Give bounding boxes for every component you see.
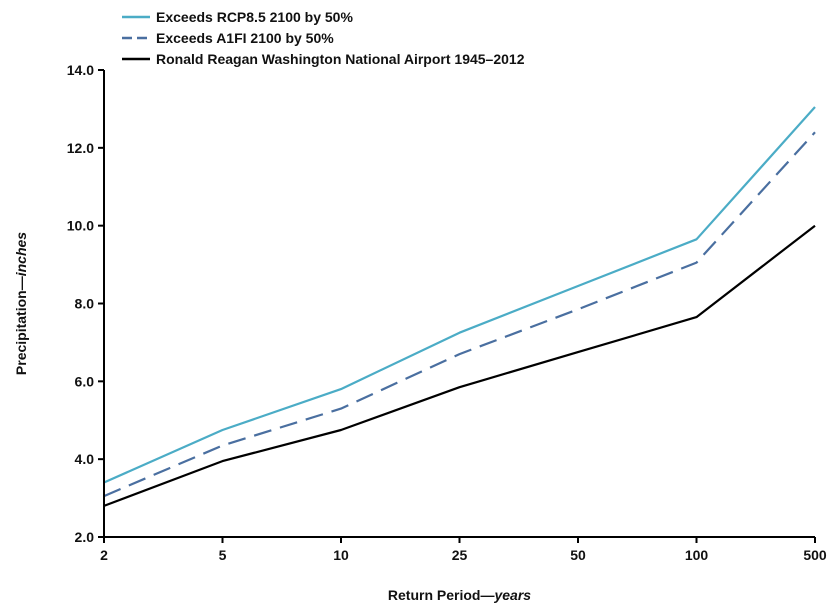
x-tick-label: 50 <box>570 547 586 563</box>
x-tick-label: 25 <box>452 547 468 563</box>
x-tick-label: 500 <box>803 547 827 563</box>
legend-label-1: Exceeds RCP8.5 2100 by 50% <box>156 9 353 25</box>
legend-label-2: Exceeds A1FI 2100 by 50% <box>156 30 334 46</box>
x-tick-label: 10 <box>333 547 349 563</box>
y-tick-label: 6.0 <box>75 373 95 389</box>
series-line-2 <box>103 131 816 498</box>
x-axis-title-unit: years <box>493 587 531 603</box>
axis-titles: Return Period—years Precipitation—inches <box>13 232 531 603</box>
y-tick-label: 8.0 <box>75 296 95 312</box>
x-axis-title-main: Return Period— <box>388 587 495 603</box>
chart-series <box>103 106 816 507</box>
y-tick-label: 4.0 <box>75 451 95 467</box>
chart-legend: Exceeds RCP8.5 2100 by 50% Exceeds A1FI 2… <box>122 9 525 67</box>
y-tick-label: 12.0 <box>67 140 94 156</box>
x-tick-label: 100 <box>685 547 709 563</box>
y-axis-title-main: Precipitation— <box>13 276 29 375</box>
legend-label-3: Ronald Reagan Washington National Airpor… <box>156 51 525 67</box>
x-tick-label: 2 <box>100 547 108 563</box>
y-axis-title-unit: inches <box>13 232 29 277</box>
series-line-3 <box>103 224 816 507</box>
chart-axes: 2.04.06.08.010.012.014.02 5 10 25 50 100 500 <box>67 62 827 563</box>
y-axis-title: Precipitation—inches <box>13 232 29 375</box>
x-axis-title: Return Period—years <box>388 587 531 603</box>
y-tick-label: 2.0 <box>75 529 95 545</box>
y-tick-label: 14.0 <box>67 62 94 78</box>
y-tick-label: 10.0 <box>67 218 94 234</box>
x-tick-label: 5 <box>219 547 227 563</box>
series-line-1 <box>103 106 816 484</box>
